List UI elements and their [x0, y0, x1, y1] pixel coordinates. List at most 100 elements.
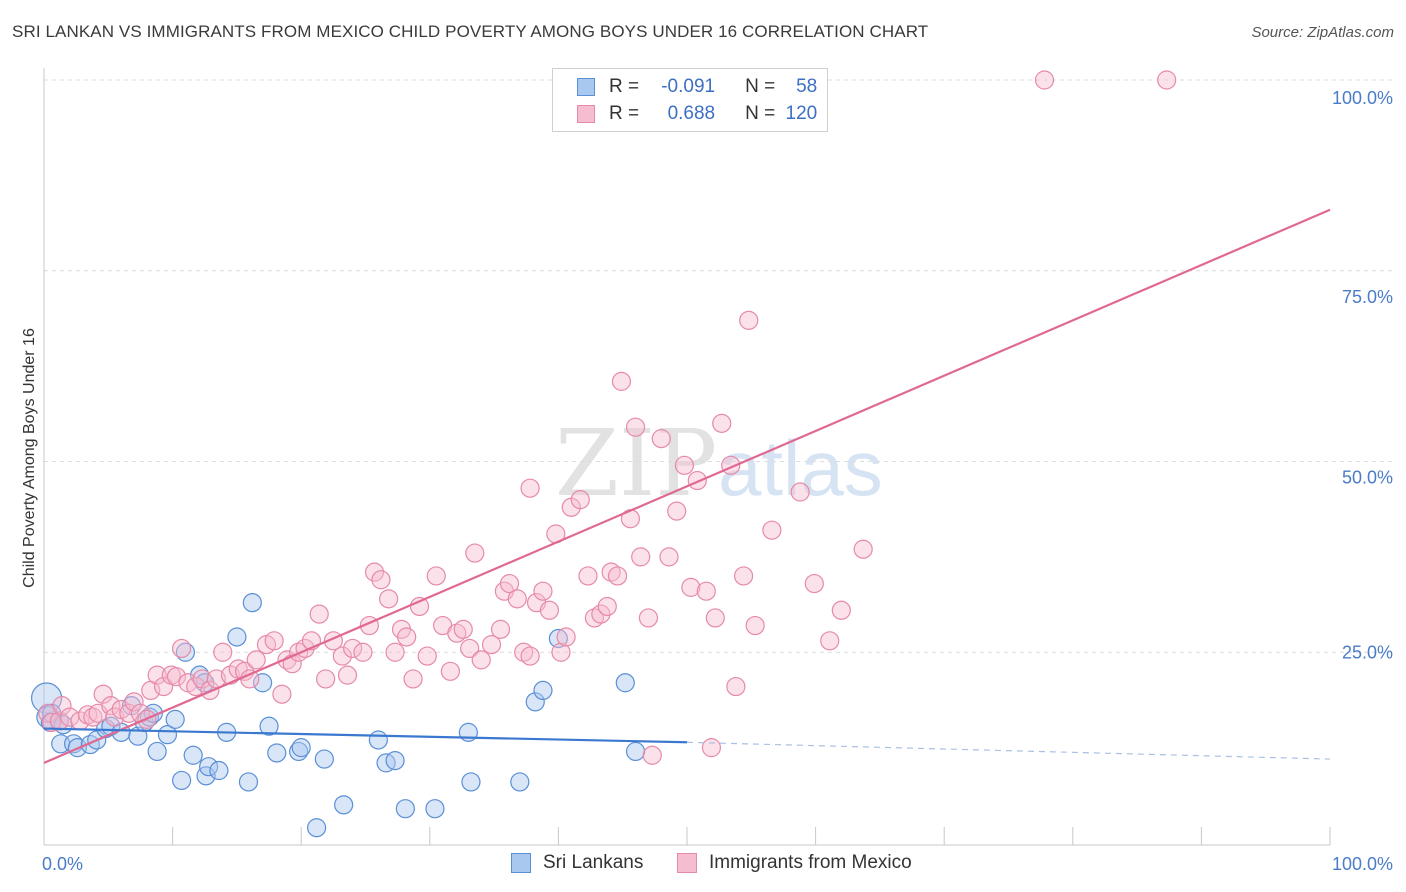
sri-trend-line: [43, 727, 688, 744]
mexico-points: [38, 70, 1177, 765]
data-point: [465, 543, 485, 563]
data-point: [615, 673, 635, 693]
data-point: [409, 596, 430, 617]
data-point: [525, 692, 545, 712]
data-point: [804, 573, 824, 594]
data-point: [147, 665, 167, 685]
data-point: [172, 770, 192, 791]
data-point: [172, 638, 192, 659]
data-point: [659, 547, 679, 567]
data-point: [426, 566, 446, 586]
data-point: [364, 562, 385, 582]
data-point: [591, 604, 611, 624]
data-point: [291, 738, 311, 758]
gridlines: [44, 79, 1392, 653]
data-point: [147, 741, 167, 762]
data-point: [101, 696, 121, 716]
data-point: [440, 661, 460, 681]
data-point: [395, 799, 415, 819]
data-point: [93, 684, 113, 704]
legend-swatch-mex: [677, 853, 697, 873]
legend-item-mexico[interactable]: Immigrants from Mexico: [677, 852, 912, 874]
data-point: [213, 642, 233, 662]
data-point: [790, 482, 810, 502]
data-point: [1157, 70, 1177, 90]
data-point: [831, 600, 851, 620]
data-point: [520, 646, 540, 666]
data-point: [631, 547, 651, 567]
data-point: [701, 738, 722, 758]
data-point: [597, 596, 617, 617]
data-point: [539, 600, 559, 620]
data-point: [1034, 70, 1055, 90]
data-point: [403, 669, 423, 689]
data-point: [733, 566, 754, 586]
data-point: [30, 682, 63, 714]
data-point: [316, 669, 336, 689]
data-point: [739, 310, 759, 330]
data-point: [334, 795, 354, 815]
legend-label-mex: Immigrants from Mexico: [709, 852, 912, 873]
data-point: [687, 470, 707, 491]
data-point: [510, 772, 530, 792]
data-point: [696, 581, 716, 601]
data-point: [153, 676, 174, 697]
data-point: [52, 696, 72, 716]
data-point: [712, 413, 732, 433]
trend-lines: [43, 208, 1331, 764]
data-point: [461, 772, 481, 792]
data-point: [379, 589, 399, 609]
data-point: [309, 604, 329, 624]
data-point: [667, 501, 687, 521]
data-point: [42, 712, 62, 733]
data-point: [453, 619, 473, 639]
data-point: [175, 642, 196, 662]
data-point: [533, 680, 553, 701]
data-point: [578, 566, 598, 586]
data-point: [638, 608, 659, 628]
data-point: [551, 642, 571, 662]
data-point: [417, 646, 437, 666]
data-point: [499, 573, 520, 594]
mexico-trend-line: [43, 208, 1331, 764]
data-point: [242, 593, 262, 613]
data-point: [267, 743, 287, 763]
legend-n-label: N =: [745, 103, 776, 124]
data-point: [460, 638, 480, 659]
data-point: [520, 478, 540, 498]
data-point: [105, 707, 125, 727]
data-point: [238, 772, 259, 792]
data-point: [705, 608, 725, 628]
data-point: [343, 638, 363, 659]
legend-swatch-mex: [577, 105, 595, 123]
y-tick-label: 100.0%: [1332, 88, 1393, 108]
data-point: [651, 429, 671, 449]
data-point: [471, 650, 491, 670]
source-label: Source: ZipAtlas.com: [1251, 24, 1394, 41]
series-legend: Sri Lankans Immigrants from Mexico: [0, 852, 1406, 876]
data-point: [745, 615, 765, 636]
data-point: [337, 665, 358, 685]
legend-r-value: -0.091: [661, 76, 716, 97]
data-point: [481, 635, 502, 655]
data-point: [385, 642, 405, 662]
y-axis-label: Child Poverty Among Boys Under 16: [21, 328, 38, 588]
data-point: [368, 730, 388, 750]
data-point: [192, 669, 212, 689]
data-point: [674, 455, 695, 475]
legend-n-value: 120: [785, 103, 818, 124]
legend-r-label: R =: [609, 103, 640, 124]
x-tick-label: 100.0%: [1332, 854, 1393, 874]
data-point: [371, 570, 391, 590]
data-point: [625, 417, 646, 437]
data-point: [533, 581, 553, 601]
y-tick-label: 50.0%: [1342, 468, 1393, 488]
legend-item-sri-lankans[interactable]: Sri Lankans: [511, 852, 643, 874]
data-point: [83, 707, 103, 727]
legend-swatch-sri: [577, 78, 595, 96]
correlation-legend: R = -0.091 N = 58 R = 0.688 N = 120: [552, 68, 828, 132]
data-point: [166, 667, 187, 687]
data-point: [556, 627, 576, 647]
data-point: [264, 631, 284, 651]
